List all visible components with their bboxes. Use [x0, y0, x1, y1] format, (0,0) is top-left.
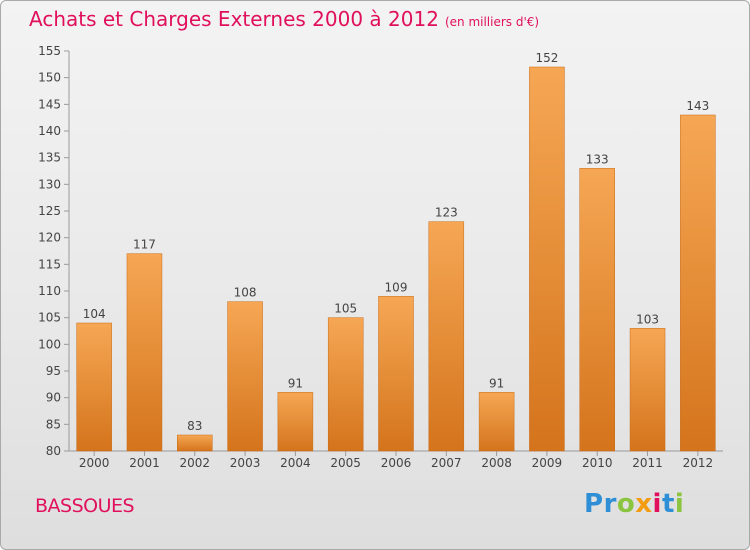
chart-subtitle-unit: (en milliers d'€) — [444, 15, 540, 29]
data-label: 123 — [435, 206, 458, 220]
x-tick-label: 2011 — [632, 456, 663, 470]
logo-letter: P — [584, 489, 604, 519]
x-axis: 2000 2001 2002 2003 2004 2005 2006 2007 2008 2009… — [69, 450, 723, 470]
x-tick-label: 2012 — [683, 456, 714, 470]
y-tick-label: 95 — [46, 364, 61, 378]
y-tick-label: 155 — [38, 44, 61, 58]
x-tick-label: 2000 — [79, 456, 110, 470]
y-tick-label: 130 — [38, 177, 61, 191]
x-tick-label: 2009 — [532, 456, 563, 470]
data-label: 104 — [83, 307, 106, 321]
x-tick-label: 2005 — [330, 456, 361, 470]
proxiti-logo[interactable]: Proxiti — [584, 489, 684, 519]
x-tick-label: 2007 — [431, 456, 462, 470]
bar-2006 — [378, 296, 414, 452]
data-label: 103 — [636, 312, 659, 326]
y-tick-label: 105 — [38, 311, 61, 325]
bar-2008 — [478, 392, 515, 452]
chart-title: Achats et Charges Externes 2000 à 2012 (e… — [29, 7, 539, 31]
data-label: 117 — [133, 238, 156, 252]
data-label: 108 — [234, 286, 257, 300]
y-tick-label: 120 — [38, 231, 61, 245]
y-tick-label: 125 — [38, 204, 61, 218]
x-tick-label: 2001 — [129, 456, 160, 470]
logo-letter: o — [616, 489, 636, 519]
bar-2010 — [579, 168, 615, 452]
y-tick-label: 115 — [38, 257, 61, 271]
bar-2004 — [277, 392, 314, 452]
bar-2002 — [177, 434, 213, 452]
bar-2005 — [327, 317, 364, 452]
y-tick-label: 145 — [38, 97, 61, 111]
y-tick-label: 80 — [46, 444, 61, 458]
data-label: 105 — [334, 302, 357, 316]
bar-2000 — [76, 322, 112, 452]
y-axis: 80 85 90 95 100 105 110 115 120 125 130 135 140 145 15… — [38, 44, 70, 458]
y-tick-label: 150 — [38, 71, 61, 85]
x-tick-label: 2002 — [179, 456, 210, 470]
data-label: 83 — [187, 419, 202, 433]
x-tick-label: 2006 — [381, 456, 412, 470]
city-name: BASSOUES — [35, 495, 135, 517]
x-tick-label: 2004 — [280, 456, 311, 470]
bar-2009 — [529, 66, 565, 452]
data-labels: 104 117 83 108 91 105 109 123 91 152 133 103 143 — [83, 51, 710, 433]
title-text: Achats et Charges Externes 2000 à 2012 — [29, 7, 439, 31]
y-tick-label: 135 — [38, 151, 61, 165]
y-tick-label: 100 — [38, 337, 61, 351]
x-tick-label: 2010 — [582, 456, 613, 470]
data-label: 91 — [288, 376, 303, 390]
x-tick-label: 2003 — [230, 456, 261, 470]
data-label: 143 — [686, 99, 709, 113]
bar-2001 — [126, 253, 163, 452]
data-label: 133 — [586, 152, 609, 166]
data-label: 109 — [385, 280, 408, 294]
logo-letter: t — [661, 489, 675, 519]
logo-letter: r — [603, 489, 617, 519]
y-tick-label: 110 — [38, 284, 61, 298]
logo-letter: x — [635, 489, 653, 519]
logo-letter: i — [652, 489, 662, 519]
bars — [76, 66, 716, 452]
data-label: 91 — [489, 376, 504, 390]
y-tick-label: 85 — [46, 417, 61, 431]
bar-2007 — [428, 221, 465, 452]
bar-2012 — [680, 114, 716, 452]
data-label: 152 — [535, 51, 558, 65]
logo-letter: i — [674, 489, 685, 519]
x-tick-label: 2008 — [481, 456, 512, 470]
y-tick-label: 140 — [38, 124, 61, 138]
bar-2003 — [227, 301, 263, 452]
y-tick-label: 90 — [46, 391, 61, 405]
bar-2011 — [629, 328, 666, 452]
